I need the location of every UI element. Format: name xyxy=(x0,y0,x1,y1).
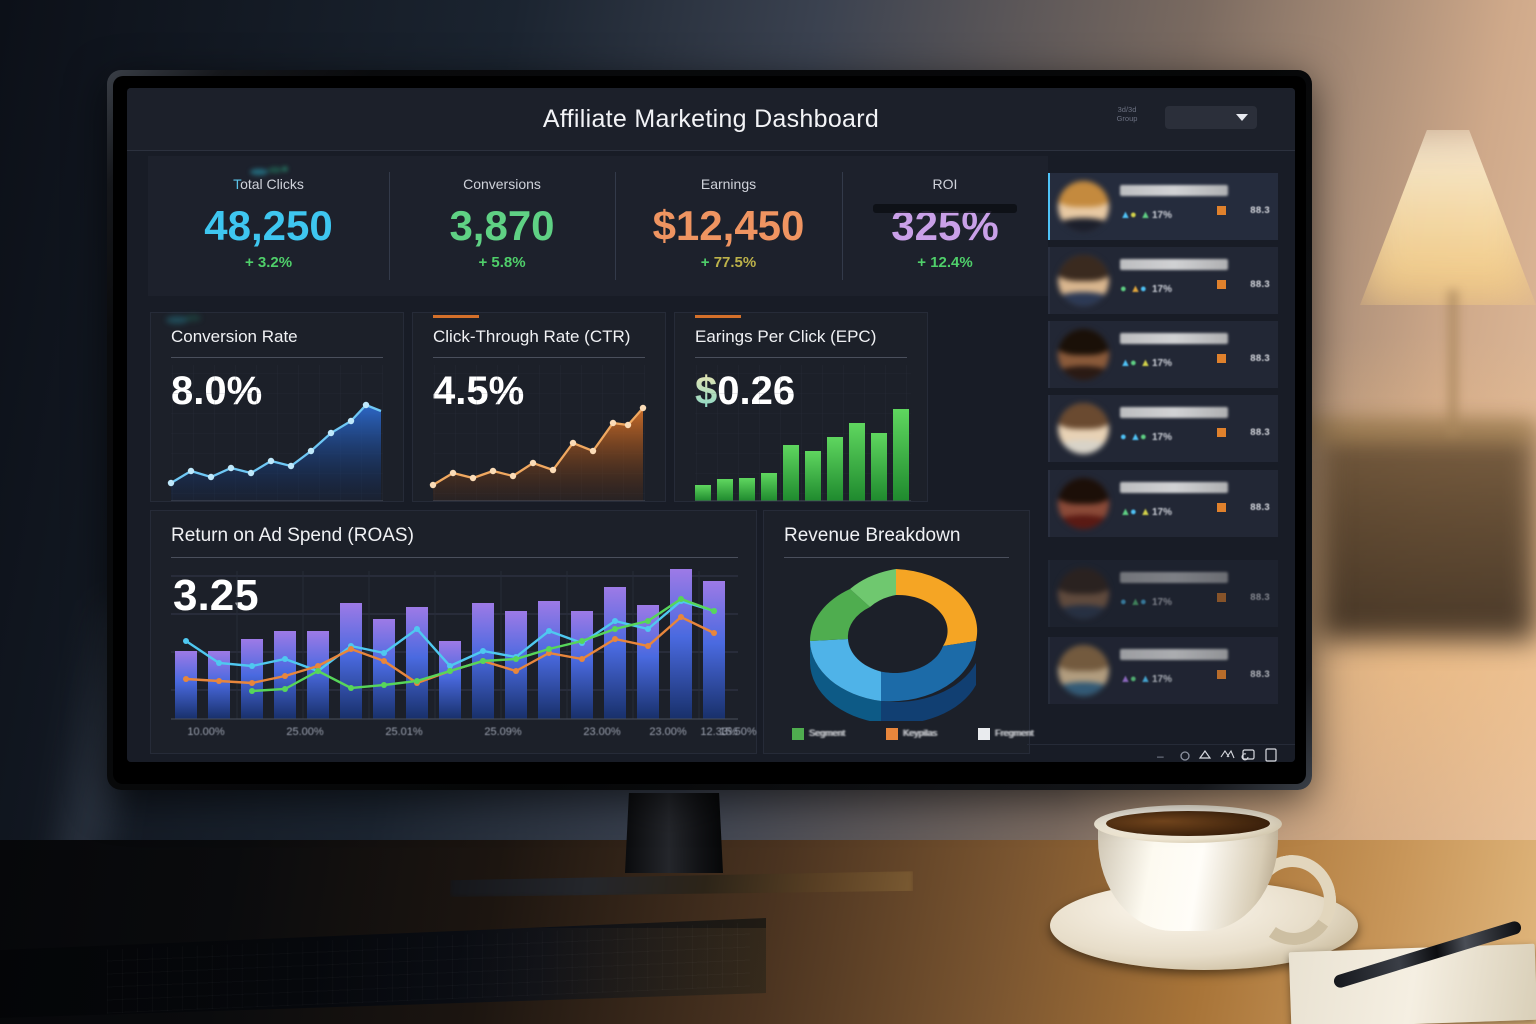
svg-text:17%: 17% xyxy=(1152,210,1172,221)
svg-text:17%: 17% xyxy=(1152,597,1172,608)
svg-text:17%: 17% xyxy=(1152,674,1172,685)
svg-text:●: ● xyxy=(1140,431,1147,443)
svg-text:▲: ▲ xyxy=(1140,209,1151,221)
svg-text:17%: 17% xyxy=(1152,284,1172,295)
svg-text:●: ● xyxy=(1130,506,1137,518)
svg-text:17%: 17% xyxy=(1152,432,1172,443)
svg-text:–: – xyxy=(1157,749,1164,762)
svg-text:●: ● xyxy=(1130,209,1137,221)
svg-text:●: ● xyxy=(1130,357,1137,369)
svg-text:●: ● xyxy=(1120,596,1127,608)
svg-text:17%: 17% xyxy=(1152,507,1172,518)
svg-text:17%: 17% xyxy=(1152,358,1172,369)
svg-text:●: ● xyxy=(1130,673,1137,685)
svg-text:▲: ▲ xyxy=(1140,506,1151,518)
svg-text:▲: ▲ xyxy=(1140,357,1151,369)
svg-text:●: ● xyxy=(1120,431,1127,443)
svg-text:●: ● xyxy=(1140,596,1147,608)
svg-text:▲: ▲ xyxy=(1140,673,1151,685)
svg-text:●: ● xyxy=(1140,283,1147,295)
svg-text:●: ● xyxy=(1120,283,1127,295)
